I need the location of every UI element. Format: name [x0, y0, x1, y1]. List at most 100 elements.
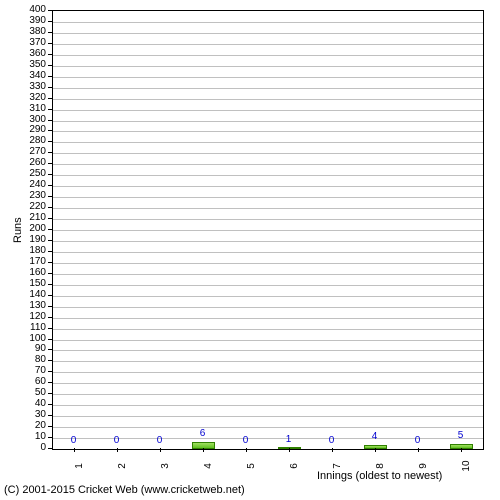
y-tick [48, 130, 52, 131]
y-tick-label: 10 [16, 432, 46, 442]
y-tick-label: 130 [16, 301, 46, 311]
y-tick [48, 251, 52, 252]
gridline [53, 296, 483, 297]
y-tick [48, 317, 52, 318]
gridline [53, 252, 483, 253]
value-label: 0 [317, 435, 347, 446]
value-label: 0 [403, 435, 433, 446]
gridline [53, 394, 483, 395]
y-tick [48, 54, 52, 55]
y-tick [48, 120, 52, 121]
gridline [53, 142, 483, 143]
y-tick-label: 100 [16, 334, 46, 344]
y-tick-label: 370 [16, 38, 46, 48]
y-tick-label: 70 [16, 366, 46, 376]
y-tick-label: 260 [16, 158, 46, 168]
x-tick-label: 3 [160, 456, 171, 476]
y-tick-label: 90 [16, 344, 46, 354]
y-tick-label: 240 [16, 180, 46, 190]
y-tick [48, 393, 52, 394]
x-tick-label: 10 [461, 456, 472, 476]
y-tick [48, 207, 52, 208]
y-tick [48, 240, 52, 241]
y-tick [48, 174, 52, 175]
x-tick [461, 448, 462, 452]
x-tick-label: 9 [418, 456, 429, 476]
gridline [53, 44, 483, 45]
value-label: 0 [59, 435, 89, 446]
y-tick [48, 152, 52, 153]
x-tick [203, 448, 204, 452]
gridline [53, 153, 483, 154]
y-tick [48, 196, 52, 197]
y-tick [48, 382, 52, 383]
y-tick [48, 273, 52, 274]
y-tick-label: 140 [16, 290, 46, 300]
value-label: 4 [360, 431, 390, 442]
value-label: 5 [446, 430, 476, 441]
y-tick [48, 10, 52, 11]
y-tick-label: 50 [16, 388, 46, 398]
y-tick-label: 350 [16, 60, 46, 70]
gridline [53, 405, 483, 406]
y-tick-label: 250 [16, 169, 46, 179]
x-tick [246, 448, 247, 452]
y-tick [48, 328, 52, 329]
value-label: 0 [231, 435, 261, 446]
x-tick [117, 448, 118, 452]
gridline [53, 208, 483, 209]
y-tick [48, 98, 52, 99]
y-tick-label: 180 [16, 246, 46, 256]
copyright-text: (C) 2001-2015 Cricket Web (www.cricketwe… [4, 484, 245, 496]
gridline [53, 285, 483, 286]
y-tick [48, 339, 52, 340]
gridline [53, 175, 483, 176]
y-tick-label: 190 [16, 235, 46, 245]
value-label: 1 [274, 434, 304, 445]
y-tick-label: 80 [16, 355, 46, 365]
x-tick [375, 448, 376, 452]
y-tick [48, 349, 52, 350]
y-tick [48, 87, 52, 88]
y-tick-label: 110 [16, 323, 46, 333]
runs-by-innings-chart: Runs Innings (oldest to newest) (C) 2001… [0, 0, 500, 500]
y-tick-label: 380 [16, 27, 46, 37]
x-tick [160, 448, 161, 452]
y-tick [48, 306, 52, 307]
gridline [53, 33, 483, 34]
y-tick-label: 390 [16, 16, 46, 26]
y-tick [48, 229, 52, 230]
x-tick-label: 4 [203, 456, 214, 476]
y-tick-label: 0 [16, 443, 46, 453]
y-tick-label: 230 [16, 191, 46, 201]
gridline [53, 230, 483, 231]
x-tick-label: 2 [117, 456, 128, 476]
value-label: 0 [145, 435, 175, 446]
y-tick-label: 40 [16, 399, 46, 409]
gridline [53, 383, 483, 384]
y-tick [48, 65, 52, 66]
gridline [53, 197, 483, 198]
gridline [53, 350, 483, 351]
y-tick-label: 280 [16, 136, 46, 146]
gridline [53, 66, 483, 67]
y-tick-label: 200 [16, 224, 46, 234]
y-tick-label: 270 [16, 147, 46, 157]
y-tick-label: 340 [16, 71, 46, 81]
gridline [53, 372, 483, 373]
gridline [53, 329, 483, 330]
gridline [53, 340, 483, 341]
gridline [53, 164, 483, 165]
x-tick-label: 1 [74, 456, 85, 476]
x-tick-label: 5 [246, 456, 257, 476]
gridline [53, 110, 483, 111]
y-tick-label: 360 [16, 49, 46, 59]
gridline [53, 22, 483, 23]
y-tick [48, 371, 52, 372]
y-tick-label: 310 [16, 104, 46, 114]
y-tick [48, 262, 52, 263]
y-tick-label: 320 [16, 93, 46, 103]
value-label: 0 [102, 435, 132, 446]
gridline [53, 219, 483, 220]
y-tick [48, 437, 52, 438]
